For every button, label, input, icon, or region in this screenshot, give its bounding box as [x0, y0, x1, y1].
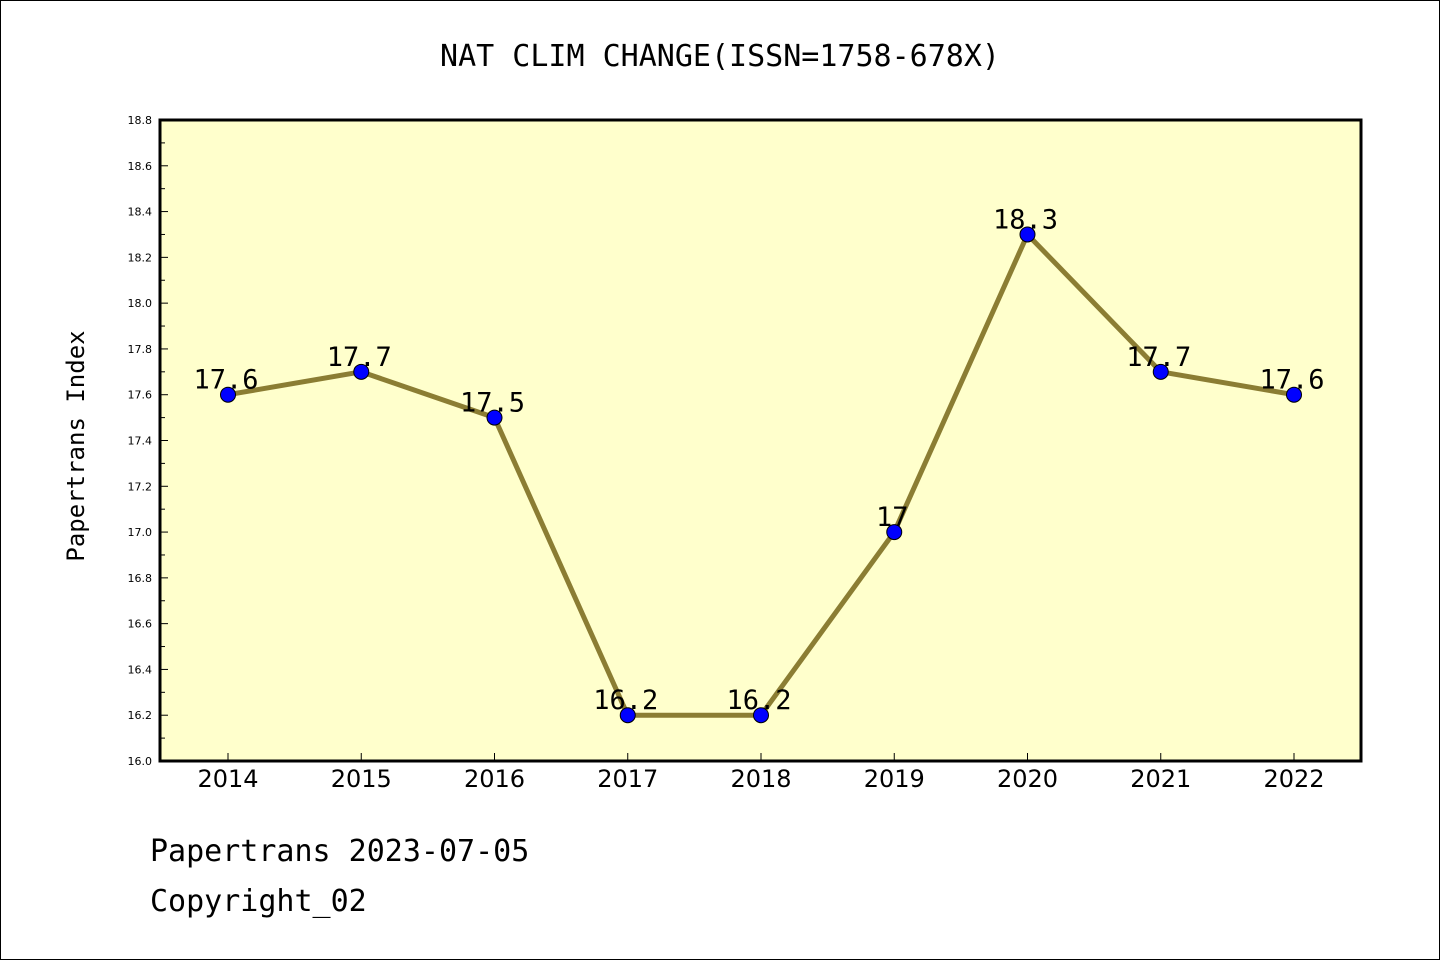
y-tick-label: 17.2 [128, 480, 153, 493]
y-tick-label: 18.0 [128, 297, 153, 310]
y-tick-label: 16.4 [128, 663, 153, 676]
y-axis-ticks: 16.0 16.2 16.4 16.6 16.8 17.0 17.2 17.4 17.6 17.8… [128, 114, 168, 768]
x-tick-label: 2020 [997, 765, 1058, 793]
x-tick-label: 2018 [730, 765, 791, 793]
y-tick-label: 16.6 [128, 618, 153, 631]
footer-copyright: Copyright_02 [150, 884, 367, 919]
data-label: 17.6 [1259, 365, 1324, 396]
y-tick-label: 17.8 [128, 343, 153, 356]
data-point [619, 707, 636, 724]
y-tick-label: 17.6 [128, 389, 153, 402]
data-label: 17.6 [193, 365, 258, 396]
data-label: 17 [876, 502, 909, 533]
data-label: 18.3 [993, 204, 1058, 235]
x-tick-label: 2016 [464, 765, 525, 793]
data-point [1152, 363, 1169, 380]
x-tick-label: 2021 [1130, 765, 1191, 793]
y-tick-label: 16.0 [128, 755, 153, 768]
data-label: 16.2 [593, 685, 658, 716]
y-tick-label: 18.4 [128, 206, 153, 219]
footer-date: Papertrans 2023-07-05 [150, 834, 530, 869]
data-point [353, 363, 370, 380]
y-tick-label: 16.2 [128, 709, 153, 722]
x-axis-ticks: 2014 2015 2016 2017 2018 2019 2020 2021 2022 [197, 753, 1325, 793]
chart-title: NAT CLIM CHANGE(ISSN=1758-678X) [440, 39, 1000, 74]
data-labels: 17.6 17.7 17.5 16.2 16.2 17 18.3 17.7 17.6 [193, 204, 1324, 716]
y-tick-label: 18.6 [128, 160, 153, 173]
y-tick-label: 16.8 [128, 572, 153, 585]
y-tick-label: 18.8 [128, 114, 153, 127]
data-point [220, 386, 236, 403]
data-label: 17.7 [1126, 342, 1191, 373]
data-point [753, 707, 769, 724]
x-tick-label: 2015 [331, 765, 392, 793]
data-point [1286, 386, 1302, 403]
data-label: 17.7 [327, 342, 392, 373]
data-point [1019, 226, 1036, 243]
y-tick-label: 17.0 [128, 526, 153, 539]
data-point [886, 524, 903, 541]
x-tick-label: 2017 [597, 765, 658, 793]
x-tick-label: 2022 [1263, 765, 1324, 793]
data-label: 16.2 [726, 685, 791, 716]
data-label: 17.5 [460, 388, 525, 419]
data-point [486, 409, 503, 426]
plot-area [158, 118, 1363, 763]
x-tick-label: 2014 [197, 765, 258, 793]
x-tick-label: 2019 [864, 765, 925, 793]
y-tick-label: 17.4 [128, 435, 153, 448]
y-tick-label: 18.2 [128, 251, 153, 264]
series-markers [220, 226, 1302, 724]
y-axis-label: Papertrans Index [62, 330, 90, 561]
